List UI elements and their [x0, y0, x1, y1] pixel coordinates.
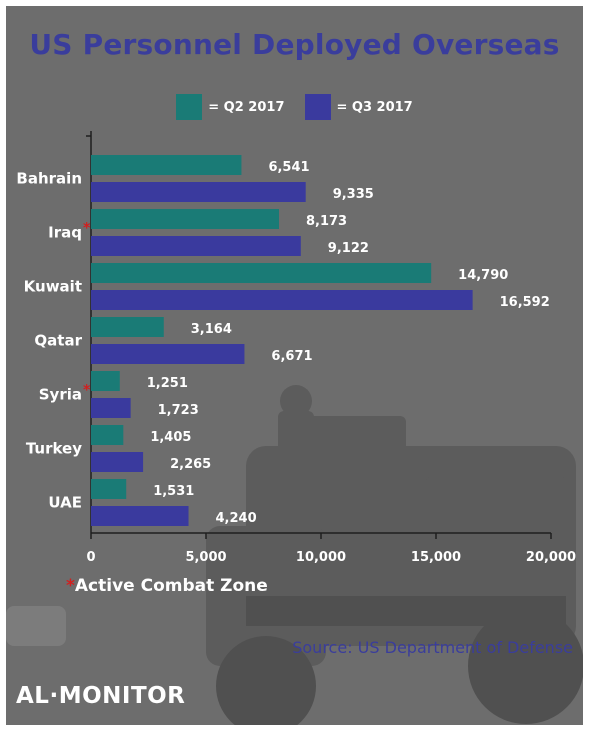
combat-zone-star-syria: *: [83, 383, 91, 399]
data-label-iraq-q3: 9,122: [328, 241, 369, 256]
data-label-kuwait-q3: 16,592: [500, 295, 550, 310]
data-label-turkey-q3: 2,265: [170, 457, 211, 472]
chart-panel: US Personnel Deployed Overseas = Q2 2017…: [6, 6, 583, 725]
legend-swatch-q3: [304, 94, 331, 120]
bar-iraq-q3: [91, 236, 301, 256]
data-label-turkey-q2: 1,405: [150, 430, 191, 445]
x-tick-label-10000: 10,000: [296, 550, 346, 565]
bar-qatar-q3: [91, 344, 245, 364]
bar-bahrain-q3: [91, 182, 306, 202]
x-tick-label-15000: 15,000: [411, 550, 461, 565]
bar-turkey-q2: [91, 425, 124, 445]
category-label-turkey: Turkey: [26, 440, 82, 458]
bar-syria-q2: [91, 371, 120, 391]
footnote: *Active Combat Zone: [66, 576, 268, 596]
footnote-text: Active Combat Zone: [74, 576, 268, 596]
data-label-bahrain-q3: 9,335: [333, 187, 374, 202]
data-label-bahrain-q2: 6,541: [268, 160, 309, 175]
x-tick-label-5000: 5,000: [185, 550, 226, 565]
category-label-iraq: Iraq: [48, 224, 82, 242]
category-label-syria: Syria: [39, 386, 82, 404]
source-text: Source: US Department of Defense: [292, 638, 573, 657]
category-label-kuwait: Kuwait: [24, 278, 82, 296]
data-label-qatar-q3: 6,671: [271, 349, 312, 364]
data-label-qatar-q2: 3,164: [191, 322, 232, 337]
legend-swatch-q2: [176, 94, 203, 120]
bar-iraq-q2: [91, 209, 279, 229]
humvee-background-image: [6, 385, 583, 725]
category-label-uae: UAE: [48, 494, 82, 512]
chart-legend: = Q2 2017 = Q3 2017: [6, 94, 583, 120]
bar-uae-q3: [91, 506, 189, 526]
data-label-kuwait-q2: 14,790: [458, 268, 508, 283]
footnote-star: *: [66, 576, 75, 596]
brand-logo: AL·MONITOR: [16, 683, 186, 709]
bar-bahrain-q2: [91, 155, 242, 175]
bar-kuwait-q3: [91, 290, 473, 310]
data-label-iraq-q2: 8,173: [306, 214, 347, 229]
category-label-bahrain: Bahrain: [16, 170, 82, 188]
data-label-uae-q2: 1,531: [153, 484, 194, 499]
bar-uae-q2: [91, 479, 127, 499]
x-tick-label-20000: 20,000: [526, 550, 576, 565]
data-label-syria-q3: 1,723: [158, 403, 199, 418]
combat-zone-star-iraq: *: [83, 221, 91, 237]
legend-label-q3: = Q3 2017: [336, 99, 413, 115]
category-label-qatar: Qatar: [34, 332, 82, 350]
data-label-syria-q2: 1,251: [147, 376, 188, 391]
x-tick-label-0: 0: [86, 550, 95, 565]
bar-turkey-q3: [91, 452, 144, 472]
data-label-uae-q3: 4,240: [216, 511, 257, 526]
legend-item-q3: = Q3 2017: [304, 94, 413, 120]
bar-kuwait-q2: [91, 263, 432, 283]
chart-title: US Personnel Deployed Overseas: [29, 28, 560, 61]
legend-item-q2: = Q2 2017: [176, 94, 285, 120]
bar-qatar-q2: [91, 317, 164, 337]
legend-label-q2: = Q2 2017: [208, 99, 285, 115]
bar-syria-q3: [91, 398, 131, 418]
bar-chart: 0 5,000 10,000 15,000 20,000 6,541 9,335 Bahrai…: [16, 131, 576, 565]
